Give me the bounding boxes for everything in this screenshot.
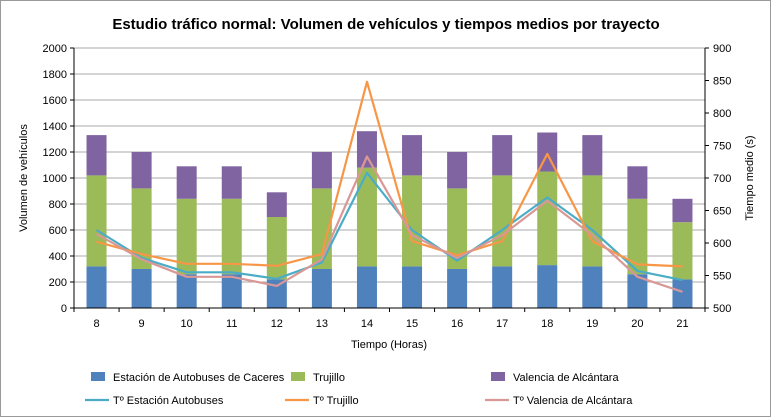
x-tick-label: 16 [451, 318, 463, 330]
y-tick-label: 1000 [43, 173, 67, 185]
legend-label-2: Trujillo [313, 372, 345, 384]
x-tick-label: 21 [676, 318, 688, 330]
bar-2-18 [537, 171, 558, 266]
y-tick-label: 1400 [43, 121, 67, 133]
legend-label-3: Valencia de Alcántara [513, 372, 619, 384]
x-tick-label: 20 [631, 318, 643, 330]
bar-3-15 [402, 135, 423, 176]
bar-1-12 [266, 279, 287, 308]
bar-3-20 [627, 166, 648, 199]
x-axis-ticks: 8 9 10 11 12 13 14 15 16 17 18 19 20 21 [73, 308, 706, 330]
bar-3-12 [266, 192, 287, 217]
bar-3-9 [131, 152, 152, 189]
legend-swatch-1 [91, 372, 105, 381]
x-tick-label: 11 [226, 318, 237, 330]
bar-2-17 [492, 175, 513, 267]
y-tick-label: 2000 [43, 43, 67, 55]
y-tick-label: 400 [49, 251, 67, 263]
bar-1-8 [86, 266, 107, 308]
y2-tick-label: 750 [713, 141, 731, 153]
bar-3-17 [492, 135, 513, 176]
legend-swatch-2 [291, 372, 305, 381]
bar-1-11 [221, 274, 242, 308]
series-line-2 [96, 80, 683, 268]
y2-tick-label: 800 [713, 108, 731, 120]
x-tick-label: 19 [586, 318, 598, 330]
bar-3-13 [311, 152, 332, 189]
bar-2-16 [447, 188, 468, 269]
y2-axis-title: Tiempo medio (s) [744, 135, 756, 220]
y-tick-label: 600 [49, 225, 67, 237]
legend-label-5: Tº Trujillo [313, 395, 359, 407]
bar-1-10 [176, 274, 197, 308]
bar-1-13 [311, 269, 332, 308]
bar-3-19 [582, 135, 603, 176]
y-tick-label: 1800 [43, 69, 67, 81]
bar-1-18 [537, 265, 558, 308]
y-axis-ticks: 0 200 400 600 800 1000 1200 1400 1600 1800 2000 [43, 43, 74, 315]
bar-1-14 [356, 266, 377, 308]
bar-1-15 [402, 266, 423, 308]
y-tick-label: 800 [49, 199, 67, 211]
y2-tick-label: 650 [713, 206, 731, 218]
y-axis-title: Volumen de vehículos [18, 124, 30, 232]
bar-3-11 [221, 166, 242, 199]
x-tick-label: 12 [271, 318, 283, 330]
legend: Estación de Autobuses de Caceres Trujillo… [85, 372, 633, 407]
y-tick-label: 1600 [43, 95, 67, 107]
y-tick-label: 0 [61, 303, 67, 315]
legend-label-4: Tº Estación Autobuses [113, 395, 224, 407]
bar-1-19 [582, 266, 603, 308]
bar-3-14 [356, 131, 377, 168]
line-series [95, 80, 683, 293]
x-tick-label: 13 [316, 318, 328, 330]
bar-series [86, 131, 693, 308]
bar-3-8 [86, 135, 107, 176]
bar-1-9 [131, 269, 152, 308]
y2-axis-ticks: 500 550 600 650 700 750 800 850 900 [705, 43, 731, 315]
y-tick-label: 200 [49, 277, 67, 289]
legend-label-1: Estación de Autobuses de Caceres [113, 372, 285, 384]
chart-title: Estudio tráfico normal: Volumen de vehíc… [112, 16, 659, 33]
bar-2-20 [627, 198, 648, 275]
bar-2-8 [86, 175, 107, 267]
bar-2-12 [266, 217, 287, 280]
legend-swatch-3 [491, 372, 505, 381]
bar-2-9 [131, 188, 152, 269]
x-tick-label: 15 [406, 318, 418, 330]
x-tick-label: 17 [496, 318, 508, 330]
bar-1-20 [627, 274, 648, 308]
bar-1-16 [447, 269, 468, 308]
bar-1-17 [492, 266, 513, 308]
x-tick-label: 18 [541, 318, 553, 330]
bar-3-16 [447, 152, 468, 189]
y2-tick-label: 850 [713, 76, 731, 88]
y2-tick-label: 550 [713, 271, 731, 283]
x-tick-label: 9 [139, 318, 145, 330]
x-tick-label: 10 [181, 318, 193, 330]
series-line-3 [95, 155, 683, 293]
bar-2-21 [672, 222, 693, 280]
y2-tick-label: 700 [713, 173, 731, 185]
bar-2-14 [356, 167, 377, 267]
bar-2-19 [582, 175, 603, 267]
bar-3-10 [176, 166, 197, 199]
bar-2-10 [176, 198, 197, 275]
bar-2-11 [221, 198, 242, 275]
x-axis-title: Tiempo (Horas) [351, 339, 427, 351]
legend-label-6: Tº Valencia de Alcántara [513, 395, 633, 407]
y-tick-label: 1200 [43, 147, 67, 159]
y2-tick-label: 900 [713, 43, 731, 55]
x-tick-label: 14 [361, 318, 373, 330]
x-tick-label: 8 [93, 318, 99, 330]
bar-3-21 [672, 198, 693, 223]
y2-tick-label: 500 [713, 303, 731, 315]
bar-1-21 [672, 279, 693, 308]
y2-tick-label: 600 [713, 238, 731, 250]
